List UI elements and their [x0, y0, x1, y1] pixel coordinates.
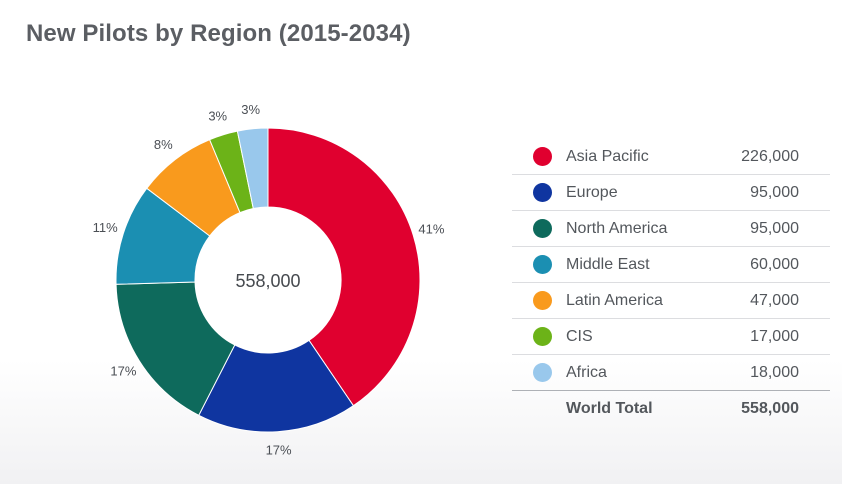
legend-region-value: 17,000 [750, 328, 799, 345]
legend-row: Europe 95,000 [512, 175, 830, 211]
legend-total-value: 558,000 [741, 400, 799, 417]
legend-region-value: 95,000 [750, 184, 799, 201]
slice-percent-label: 3% [208, 109, 227, 124]
chart-title: New Pilots by Region (2015-2034) [26, 20, 411, 47]
legend-row: Middle East 60,000 [512, 247, 830, 283]
legend-color-swatch [533, 147, 552, 166]
legend-region-value: 60,000 [750, 256, 799, 273]
legend-color-swatch [533, 255, 552, 274]
legend-region-value: 95,000 [750, 220, 799, 237]
percent-labels: 41% 17% 17% 11% 8% 3% 3% [93, 102, 445, 458]
slice-percent-label: 17% [266, 443, 292, 458]
legend-region-label: Europe [566, 184, 618, 201]
slice-percent-label: 41% [418, 222, 444, 237]
legend-region-value: 226,000 [741, 148, 799, 165]
donut-slice [115, 281, 236, 416]
legend-region-label: Latin America [566, 292, 663, 309]
legend-region-value: 18,000 [750, 364, 799, 381]
slice-percent-label: 3% [241, 102, 260, 117]
legend-color-swatch [533, 183, 552, 202]
donut-slice [198, 339, 355, 433]
legend-region-label: Middle East [566, 256, 650, 273]
legend-total-label: World Total [566, 400, 653, 417]
slice-percent-label: 17% [110, 363, 136, 378]
legend-color-swatch [533, 219, 552, 238]
legend-row: Latin America 47,000 [512, 283, 830, 319]
legend-row: North America 95,000 [512, 211, 830, 247]
donut-slices [115, 127, 421, 433]
donut-center-total: 558,000 [235, 271, 300, 291]
legend-region-label: Asia Pacific [566, 148, 649, 165]
donut-slice [236, 127, 269, 210]
legend-table: Asia Pacific 226,000 Europe 95,000 North Ame… [512, 139, 830, 427]
legend-region-label: Africa [566, 364, 607, 381]
slice-percent-label: 8% [154, 137, 173, 152]
legend-rows: Asia Pacific 226,000 Europe 95,000 North Ame… [512, 139, 830, 391]
legend-color-swatch [533, 291, 552, 310]
donut-slice [267, 127, 421, 407]
legend-total-row: World Total 558,000 [512, 390, 830, 427]
legend-region-value: 47,000 [750, 292, 799, 309]
legend-row: CIS 17,000 [512, 319, 830, 355]
legend-region-label: North America [566, 220, 668, 237]
legend-color-swatch [533, 327, 552, 346]
slice-percent-label: 11% [93, 220, 118, 235]
legend-region-label: CIS [566, 328, 593, 345]
legend-row: Africa 18,000 [512, 355, 830, 391]
legend-row: Asia Pacific 226,000 [512, 139, 830, 175]
legend-color-swatch [533, 363, 552, 382]
